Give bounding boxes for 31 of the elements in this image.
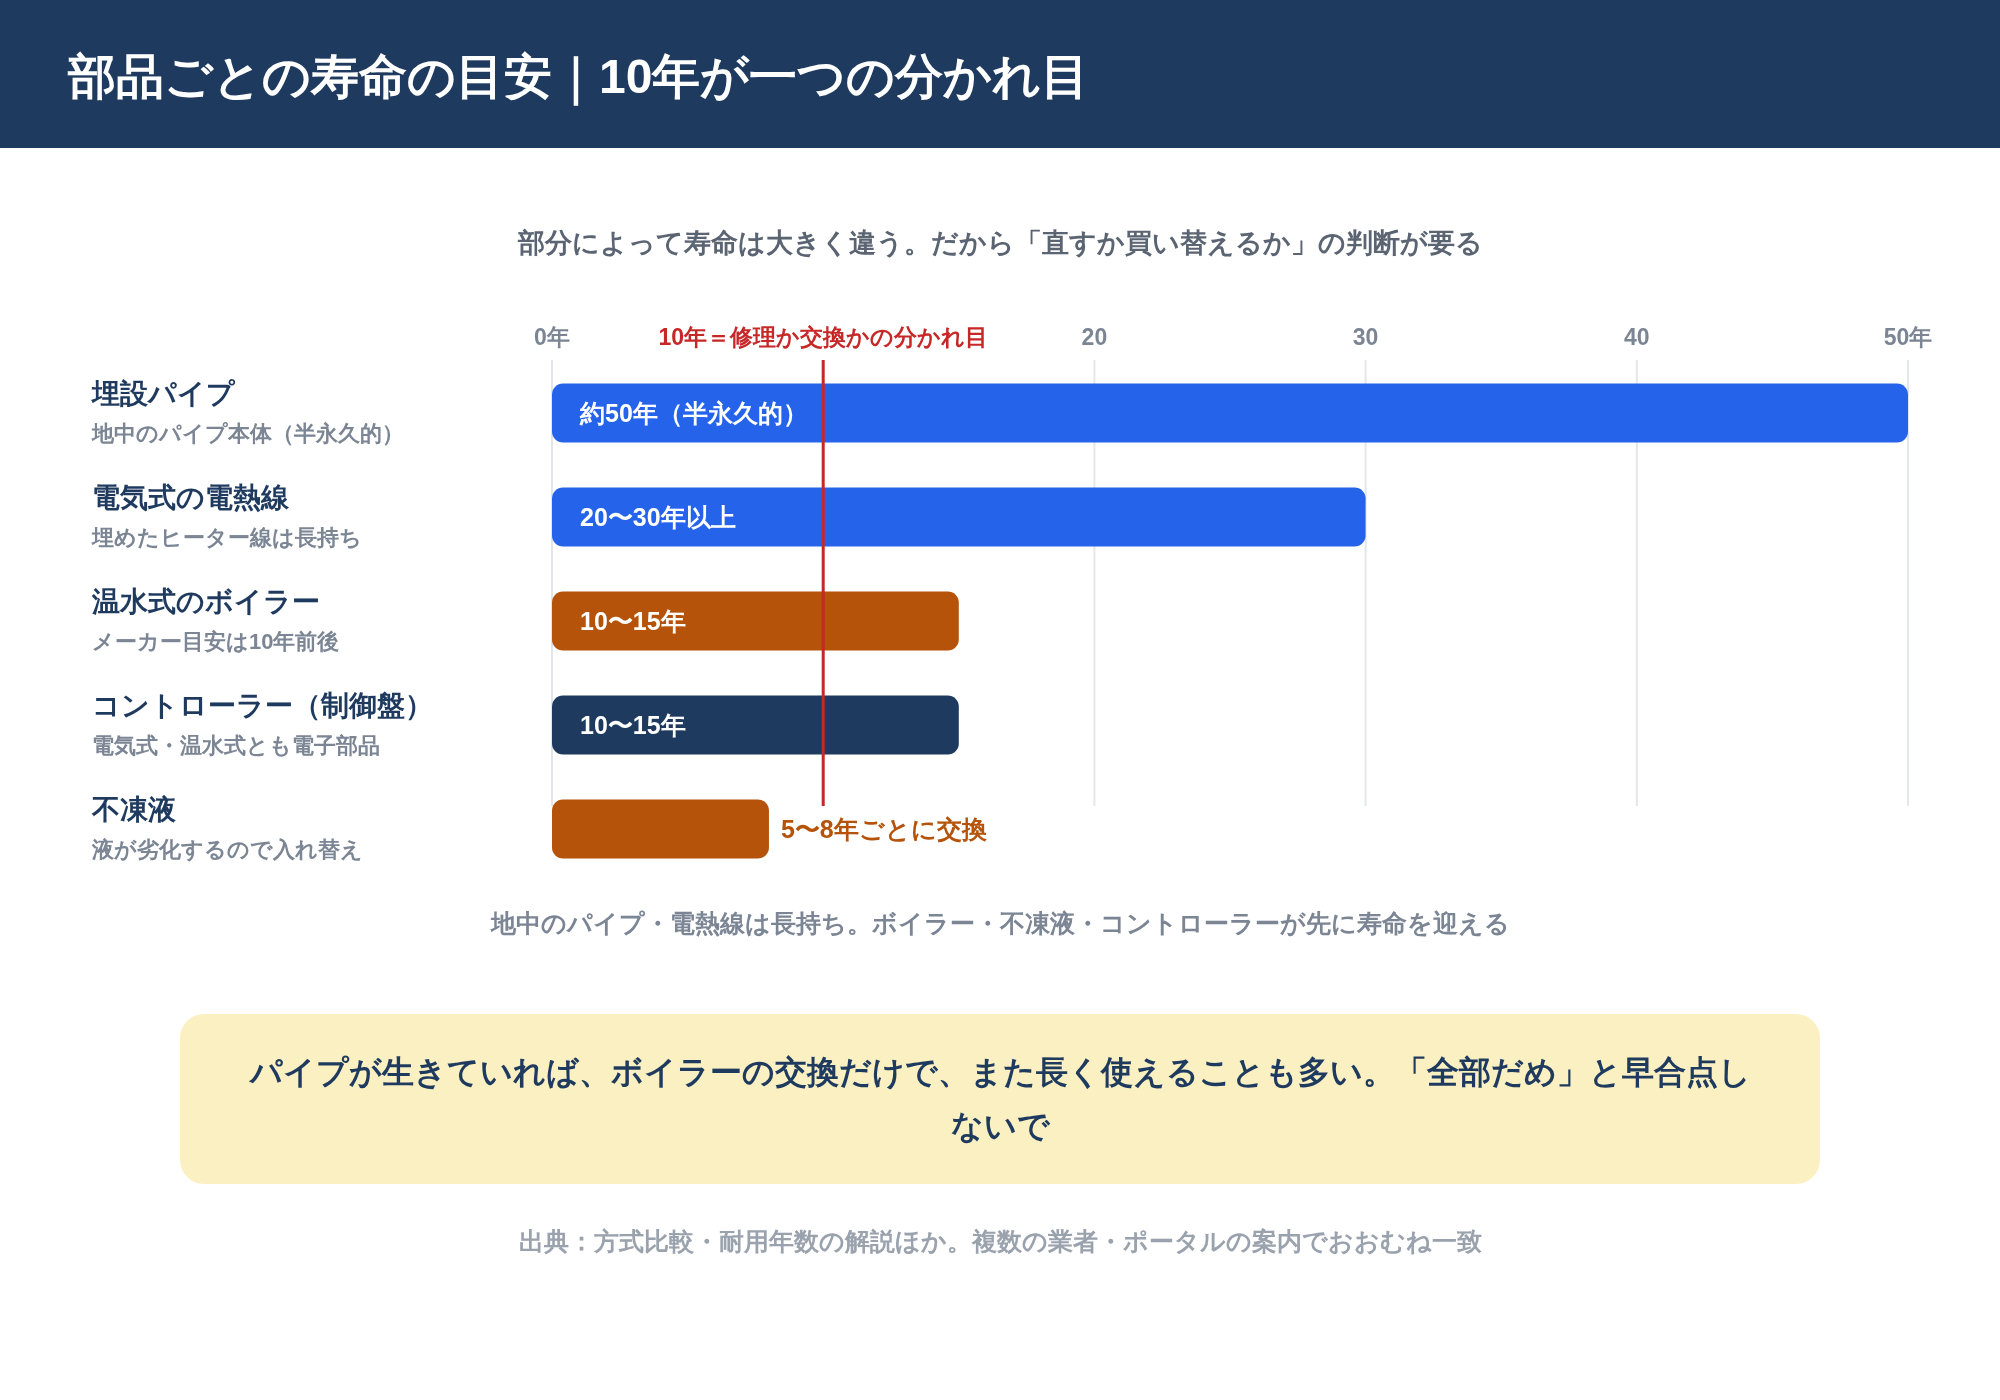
bar bbox=[552, 799, 769, 859]
y-tick-label: 不凍液 bbox=[91, 794, 177, 825]
text: 地中のパイプ本体（半永久的） bbox=[91, 421, 404, 446]
source-note: 出典：方式比較・耐用年数の解説ほか。複数の業者・ポータルの案内でおおむね一致 bbox=[518, 1227, 1482, 1255]
y-tick-label: 電気式の電熱線 bbox=[92, 482, 290, 513]
bar bbox=[552, 383, 1908, 443]
y-tick-label: 埋設パイプ bbox=[90, 378, 236, 409]
y-tick-label: 温水式のボイラー bbox=[91, 586, 320, 617]
text: 埋めたヒーター線は長持ち bbox=[91, 525, 362, 550]
x-tick-label: 50年 bbox=[1883, 324, 1933, 350]
ref-line-label: 10年＝修理か交換かの分かれ目 bbox=[658, 324, 988, 350]
data-label: 10〜15年 bbox=[580, 607, 686, 635]
chart-subtitle: 部分によって寿命は大きく違う。だから「直すか買い替えるか」の判断が要る bbox=[516, 228, 1483, 258]
text: 電気式・温水式とも電子部品 bbox=[92, 733, 380, 758]
data-label: 20〜30年以上 bbox=[580, 503, 736, 531]
x-tick-label: 30 bbox=[1352, 324, 1379, 350]
x-tick-label: 20 bbox=[1081, 324, 1108, 350]
x-tick-label: 0年 bbox=[534, 324, 570, 350]
text: 液が劣化するので入れ替え bbox=[91, 837, 363, 862]
chart-title: 部品ごとの寿命の目安｜10年が一つの分かれ目 bbox=[67, 50, 1090, 106]
data-label: 5〜8年ごとに交換 bbox=[780, 815, 987, 843]
text: 地中のパイプ・電熱線は長持ち。ボイラー・不凍液・コントローラーが先に寿命を迎える bbox=[489, 909, 1510, 937]
bar bbox=[552, 591, 959, 651]
data-label: 10〜15年 bbox=[580, 711, 686, 739]
x-tick-label: 40 bbox=[1624, 324, 1650, 350]
text: パイプが生きていれば、ボイラーの交換だけで、また長く使えることも多い。「全部だめ」と早合点しないで bbox=[180, 1014, 1820, 1184]
bar bbox=[552, 487, 1366, 547]
bar bbox=[552, 695, 959, 755]
data-label: 約50年（半永久的） bbox=[579, 399, 808, 427]
text: メーカー目安は10年前後 bbox=[92, 629, 340, 654]
y-tick-label: コントローラー（制御盤） bbox=[92, 690, 433, 721]
